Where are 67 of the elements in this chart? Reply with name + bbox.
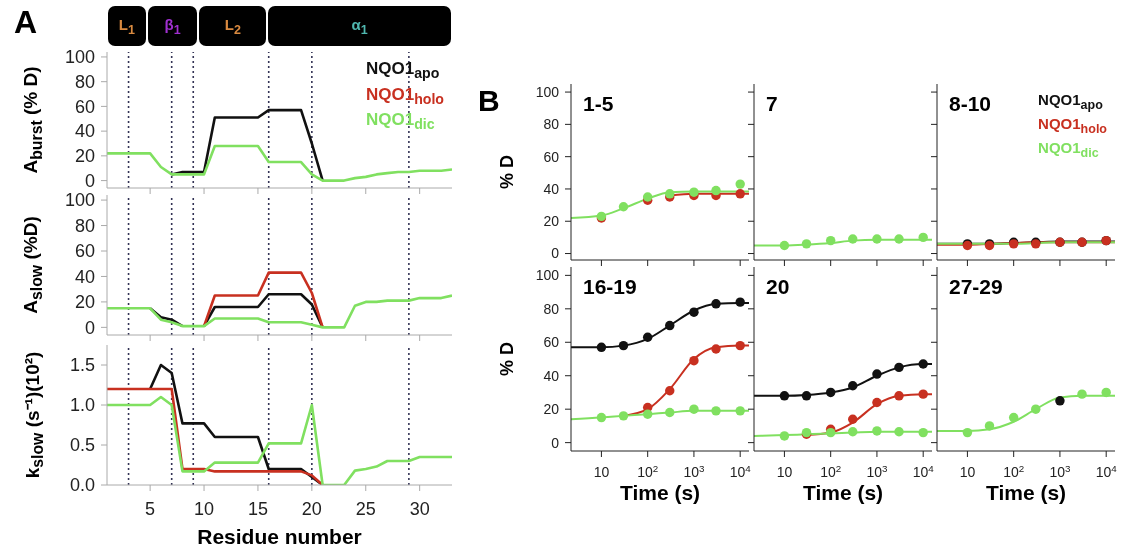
y-tick-label: 1.5 [69, 355, 95, 376]
y-tick-label: 80 [543, 116, 560, 133]
y-tick-label: 0 [84, 170, 95, 191]
y-tick-label: 80 [74, 215, 95, 236]
chart-title: A [14, 4, 38, 41]
text: NQO1$_{apo}$ [1038, 90, 1104, 114]
y-tick-label: 40 [74, 121, 95, 142]
x-tick-label: 25 [355, 499, 376, 519]
chart-title: 7 [766, 92, 778, 116]
x-tick-label: 10 [776, 464, 793, 480]
x-tick-label: 10$^{2}$ [637, 462, 659, 480]
text: NQO1$_{apo}$ [365, 58, 441, 84]
x-tick-label: 15 [247, 499, 268, 519]
chart-title: 8-10 [949, 92, 992, 116]
y-tick-label: 20 [543, 213, 560, 230]
legend-label: NQO1$_{holo}$ [365, 83, 444, 109]
y-tick-label: 0.0 [69, 475, 95, 496]
y-axis-title: % D [496, 341, 518, 377]
y-tick-label: 100 [64, 47, 95, 68]
y-tick-label: 20 [74, 292, 95, 313]
y-tick-label: 100 [535, 83, 560, 100]
x-axis-title: Time (s) [985, 481, 1067, 505]
y-tick-label: 80 [74, 71, 95, 92]
y-tick-label: 60 [543, 148, 560, 165]
y-tick-label: 60 [74, 96, 95, 117]
x-axis-title: Time (s) [619, 481, 701, 505]
y-tick-label: 100 [535, 267, 560, 284]
chart-title: 27-29 [949, 275, 1003, 299]
y-tick-label: 20 [543, 401, 560, 418]
y-tick-label: 0 [84, 317, 95, 338]
x-tick-label: 10 [593, 464, 610, 480]
x-tick-label: 10 [959, 464, 976, 480]
x-axis-title: Residue number [197, 525, 362, 549]
y-tick-label: 40 [543, 180, 560, 197]
x-tick-label: 10 [194, 499, 215, 519]
text: B [478, 84, 500, 118]
y-tick-label: 60 [74, 241, 95, 262]
x-tick-label: 10$^{4}$ [912, 462, 935, 480]
y-tick-label: 20 [74, 146, 95, 167]
x-tick-label: 5 [145, 499, 156, 519]
x-tick-label: 10$^{3}$ [1049, 462, 1071, 480]
x-tick-label: 10$^{2}$ [820, 462, 842, 480]
x-tick-label: 10$^{3}$ [866, 462, 888, 480]
y-tick-label: 80 [543, 300, 560, 317]
y-tick-label: 1.0 [69, 395, 95, 416]
chart-title: 1-5 [583, 92, 614, 116]
y-axis-title: % D [496, 154, 518, 190]
y-tick-label: 0 [551, 245, 560, 262]
segment-strip: L$_{1}$ β$_{1}$ L$_{2}$ α$_{1}$ [107, 6, 452, 46]
text: NQO1$_{holo}$ [1038, 113, 1107, 138]
y-tick-label: 0.5 [69, 435, 95, 456]
y-tick-label: 60 [543, 334, 560, 351]
x-tick-label: 20 [301, 499, 322, 519]
text: NQO1$_{dic}$ [365, 109, 436, 135]
x-tick-label: 10$^{4}$ [729, 462, 752, 480]
y-tick-label: 100 [64, 190, 95, 211]
x-tick-label: 10$^{4}$ [1095, 462, 1118, 480]
x-tick-label: 10$^{3}$ [683, 462, 705, 480]
y-tick-label: 40 [74, 266, 95, 287]
x-tick-label: 10$^{2}$ [1003, 462, 1025, 480]
y-tick-label: 40 [543, 367, 560, 384]
y-tick-label: 0 [551, 434, 560, 451]
text: NQO1$_{dic}$ [1038, 137, 1100, 162]
x-axis-title: Time (s) [802, 481, 884, 505]
chart-title: 20 [766, 275, 790, 299]
chart-title: 16-19 [583, 275, 637, 299]
x-tick-label: 30 [409, 499, 430, 519]
